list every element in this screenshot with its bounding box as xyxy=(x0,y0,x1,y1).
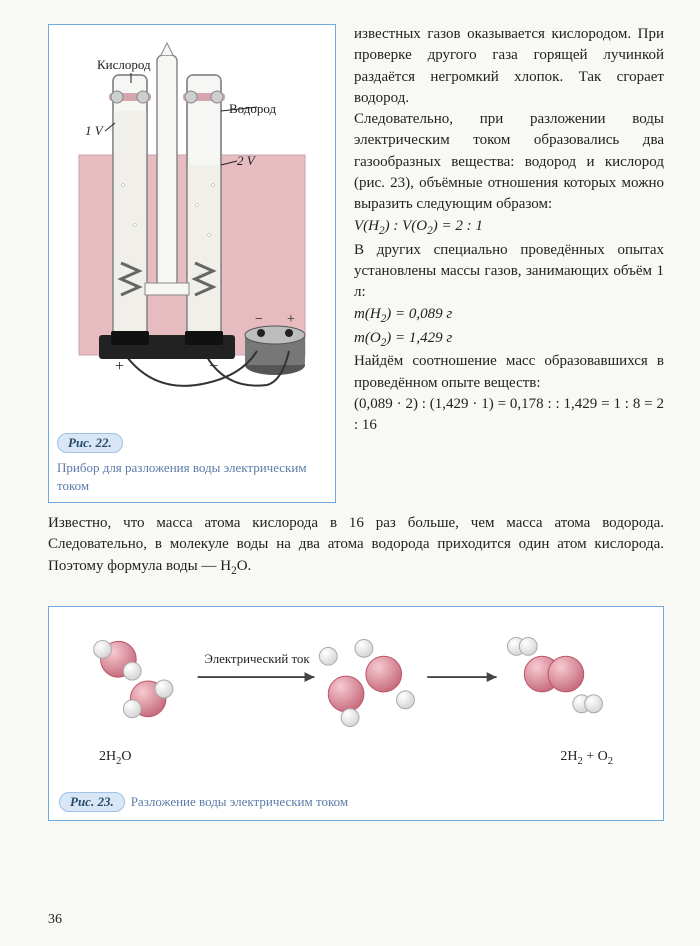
paragraph-4: Найдём соотношение масс образовавшихся в… xyxy=(354,351,664,394)
reaction-right-formula: 2H2 + O2 xyxy=(560,749,613,767)
reaction-diagram: Электрический ток xyxy=(59,619,653,749)
paragraph-2: Следовательно, при разложении воды элект… xyxy=(354,109,664,215)
figure-23-box: Электрический ток xyxy=(48,606,664,822)
oxygen-label: Кислород xyxy=(97,57,151,72)
equation-mass-o2: m(O2) = 1,429 г xyxy=(354,328,664,352)
figure-22-caption: Рис. 22. Прибор для разложения воды элек… xyxy=(57,433,327,494)
hydrogen-label: Водород xyxy=(229,101,277,116)
svg-text:−: − xyxy=(255,312,263,327)
page-number: 36 xyxy=(48,912,62,928)
equation-volume-ratio: V(H2) : V(O2) = 2 : 1 xyxy=(354,216,664,240)
v2-label: 2 V xyxy=(237,153,257,168)
figure-23-caption-text: Разложение воды электрическим током xyxy=(131,793,348,811)
svg-text:+: + xyxy=(115,358,124,375)
figure-22-box: − + xyxy=(48,24,336,503)
figure-22-caption-text: Прибор для разложения воды электрическим… xyxy=(57,459,327,494)
paragraph-3: В других специально проведённых опытах у… xyxy=(354,240,664,304)
equation-mass-h2: m(H2) = 0,089 г xyxy=(354,304,664,328)
v1-label: 1 V xyxy=(85,123,105,138)
arrow-label: Электрический ток xyxy=(204,652,310,666)
svg-text:−: − xyxy=(209,358,218,375)
equation-mass-ratio: (0,089 · 2) : (1,429 · 1) = 0,178 : : 1,… xyxy=(354,394,664,437)
paragraph-1: известных газов оказывается кислородом. … xyxy=(354,24,664,109)
figure-22-badge: Рис. 22. xyxy=(57,433,123,453)
figure-23-caption: Рис. 23. Разложение воды электрическим т… xyxy=(49,788,663,820)
below-paragraph: Известно, что масса атома кислорода в 16… xyxy=(48,513,664,580)
reaction-left-formula: 2H2O xyxy=(99,749,132,767)
apparatus-diagram: − + xyxy=(57,35,327,425)
right-column-text: известных газов оказывается кислородом. … xyxy=(354,24,664,503)
figure-23-badge: Рис. 23. xyxy=(59,792,125,812)
svg-text:+: + xyxy=(287,312,295,327)
